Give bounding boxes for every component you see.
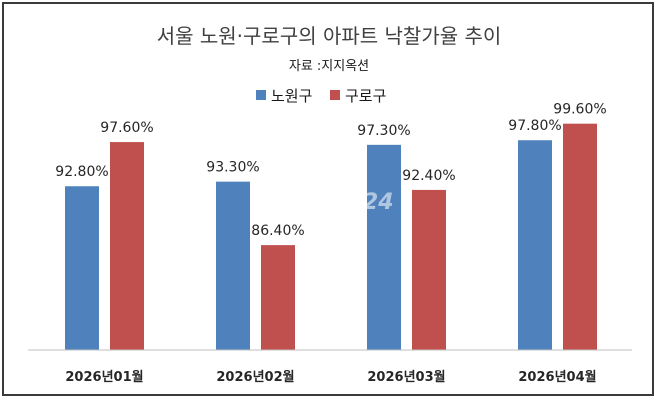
- bars-group: [65, 123, 597, 351]
- data-label-series-1-cat-2: 93.30%: [206, 160, 259, 176]
- legend-swatch-series-2: [330, 90, 340, 100]
- data-label-series-2-cat-4: 99.60%: [553, 102, 606, 118]
- bar-series-2-cat-4: [563, 123, 597, 351]
- data-label-series-1-cat-1: 92.80%: [55, 164, 108, 180]
- chart-title: 서울 노원·구로구의 아파트 낙찰가율 추이: [157, 24, 502, 48]
- data-label-series-1-cat-3: 97.30%: [357, 123, 410, 139]
- data-labels-group: 92.80% 97.60% 93.30% 86.40% 97.30% 92.40% 97.8…: [55, 102, 606, 239]
- bar-series-1-cat-4: [518, 140, 552, 350]
- data-label-series-2-cat-3: 92.40%: [402, 168, 455, 184]
- chart-subtitle: 자료 :지지옥션: [289, 59, 369, 74]
- legend-label-series-1: 노원구: [271, 87, 312, 105]
- data-label-series-2-cat-1: 97.60%: [100, 120, 153, 136]
- bar-series-1-cat-3: [367, 144, 401, 350]
- bar-series-1-cat-1: [65, 186, 99, 350]
- watermark: 아이뉴스 24: [274, 190, 393, 215]
- legend-swatch-series-1: [256, 90, 266, 100]
- data-label-series-1-cat-4: 97.80%: [508, 118, 561, 134]
- x-tick-label: 2026년01월: [65, 369, 143, 385]
- x-tick-labels: 2026년01월 2026년02월 2026년03월 2026년04월: [65, 369, 596, 385]
- legend-label-series-2: 구로구: [345, 87, 386, 105]
- bar-series-1-cat-2: [216, 181, 250, 350]
- bar-series-2-cat-3: [412, 189, 446, 350]
- x-tick-label: 2026년04월: [518, 369, 596, 385]
- data-label-series-2-cat-2: 86.40%: [251, 223, 304, 239]
- x-tick-label: 2026년03월: [367, 369, 445, 385]
- bar-series-2-cat-1: [110, 142, 144, 350]
- bar-series-2-cat-2: [261, 245, 295, 350]
- legend: 노원구 구로구: [256, 87, 386, 105]
- x-tick-label: 2026년02월: [216, 369, 294, 385]
